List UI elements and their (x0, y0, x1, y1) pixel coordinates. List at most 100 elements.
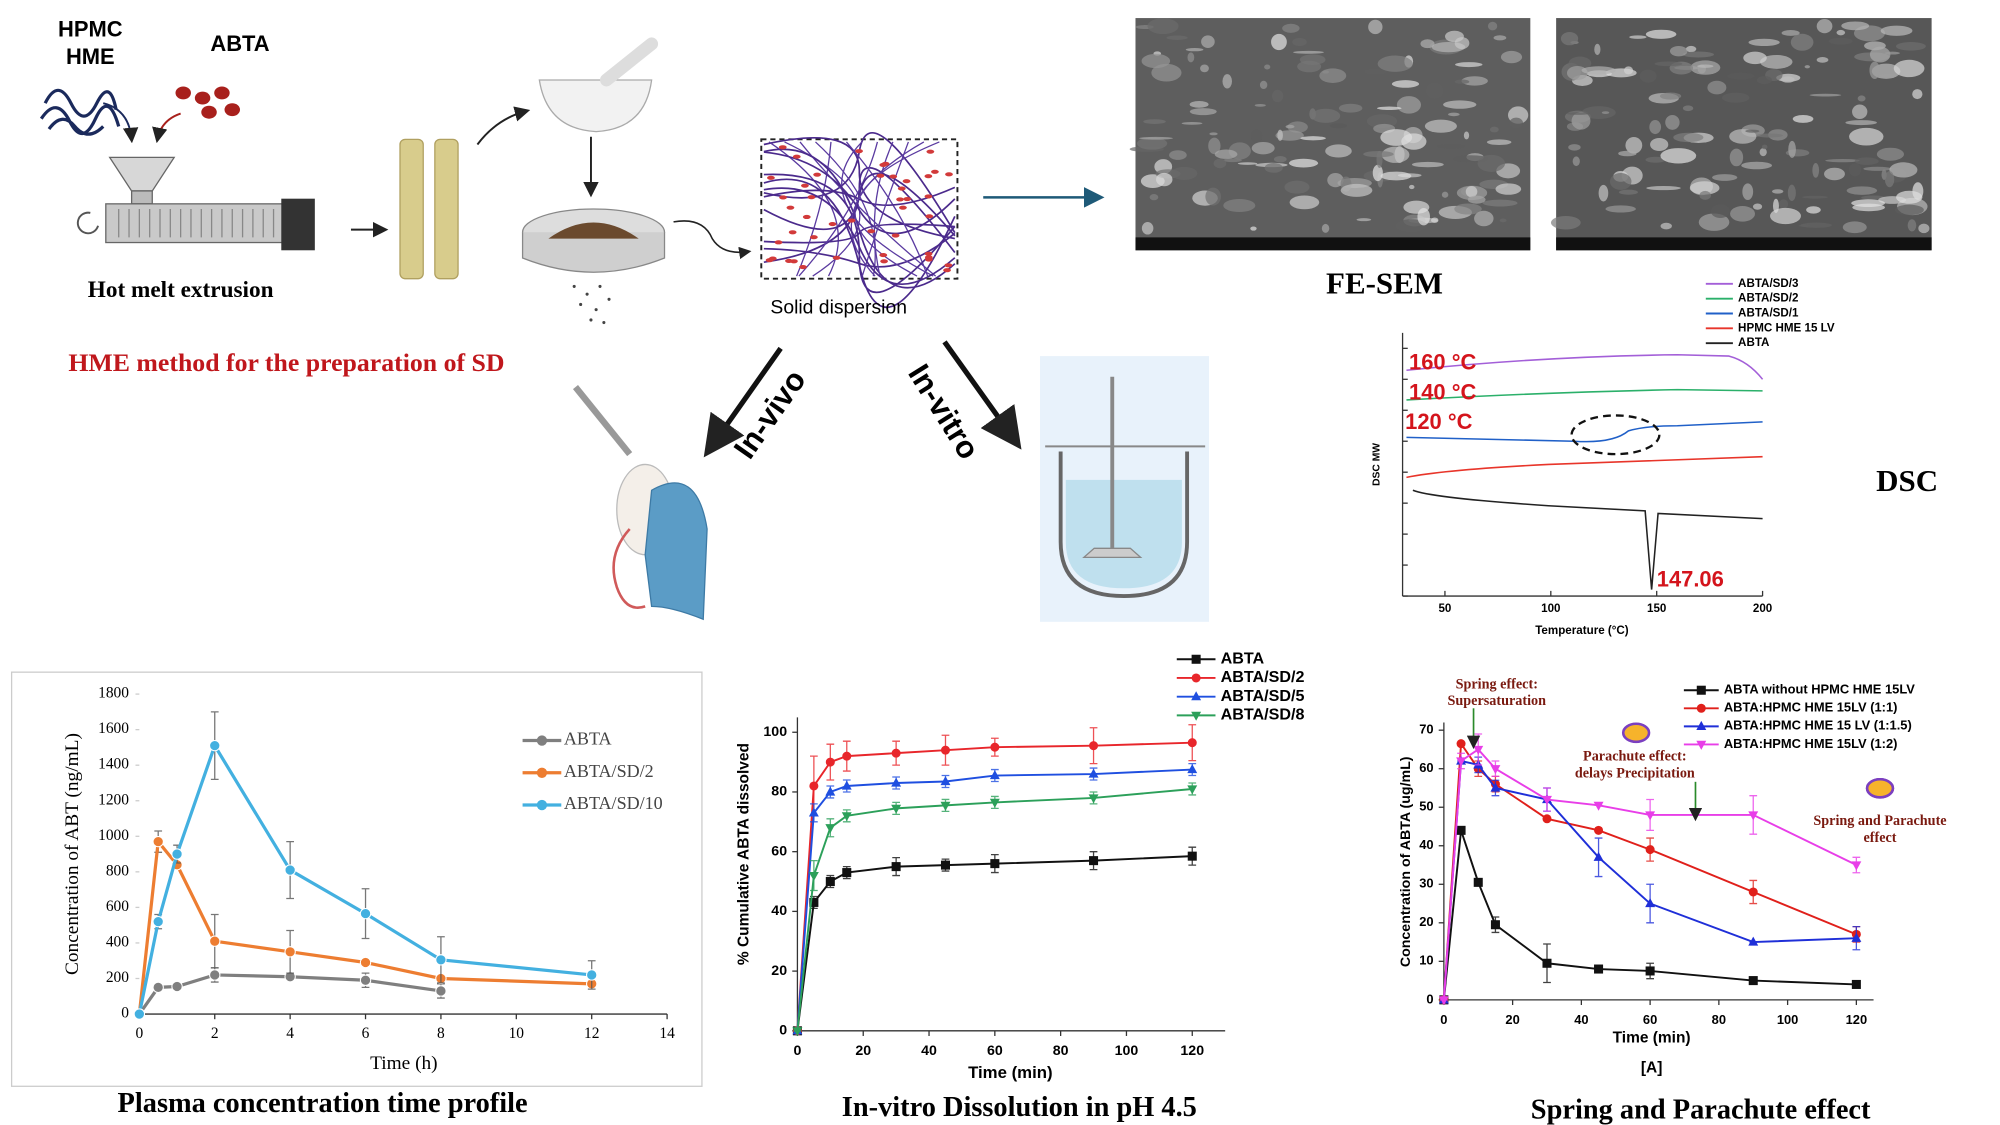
marker (1456, 757, 1467, 767)
y-tick-label: 1800 (98, 685, 129, 702)
sem-feature (1863, 166, 1892, 171)
x-axis-label: Time (min) (1613, 1030, 1691, 1047)
marker (1593, 851, 1604, 861)
sem-feature (1756, 75, 1773, 85)
sem-feature (1869, 46, 1891, 63)
x-tick-label: 80 (1712, 1012, 1726, 1027)
drug-particle (903, 196, 912, 202)
marker (808, 807, 819, 817)
sem-feature (1395, 219, 1427, 233)
sem-feature (1477, 154, 1506, 172)
sem-feature (1846, 186, 1878, 195)
drug-particle (779, 195, 787, 200)
in-vitro-label: In-vitro (901, 358, 986, 465)
sem-feature (1572, 156, 1580, 167)
legend-label: ABTA (1221, 650, 1265, 668)
sem-feature (1189, 100, 1209, 108)
sem-feature (1292, 37, 1307, 47)
mortar (538, 79, 653, 133)
drug-particle (799, 264, 807, 270)
sem-feature (1489, 126, 1499, 133)
marker (1645, 898, 1656, 908)
sem-feature (1802, 195, 1828, 199)
marker (359, 974, 372, 986)
extruder-barrel (105, 203, 288, 244)
sem-feature (1151, 63, 1182, 82)
sem-feature (1454, 203, 1482, 215)
marker (989, 798, 1000, 808)
drug-particle (809, 235, 818, 240)
marker (1191, 691, 1202, 701)
polymer-chain (763, 151, 956, 235)
x-tick-label: 8 (437, 1025, 445, 1042)
drug-particle (785, 258, 793, 263)
sem-feature (1816, 18, 1833, 34)
sem-feature (1790, 33, 1814, 51)
drug-particle (792, 154, 801, 159)
sem-feature (1223, 158, 1242, 163)
sem-feature (1368, 19, 1383, 35)
sem-feature (1271, 89, 1284, 103)
marker (940, 860, 950, 870)
sem-feature (1264, 64, 1271, 70)
drug-particle (896, 197, 904, 202)
marker (284, 946, 296, 958)
marker (1191, 654, 1201, 664)
marker (1645, 966, 1655, 976)
y-tick-label: 80 (771, 784, 787, 800)
sem-feature (1288, 158, 1319, 168)
sem-feature (1755, 133, 1783, 138)
marker (1490, 920, 1500, 930)
marker (808, 871, 819, 881)
chart-frame (10, 671, 703, 1087)
y-tick-label: 0 (121, 1005, 129, 1022)
sem-feature (1568, 144, 1581, 151)
marker (1542, 795, 1552, 805)
sem-feature (1669, 46, 1688, 57)
extrudate (434, 138, 459, 280)
sem-feature (1752, 203, 1763, 210)
sem-feature (1364, 68, 1388, 75)
sem-feature (1809, 93, 1842, 97)
sem-feature (1213, 158, 1227, 169)
sem-feature (1894, 204, 1924, 216)
sem-feature (1277, 129, 1283, 141)
drug-particle (788, 230, 797, 235)
marker (209, 739, 221, 752)
sem-feature (1447, 112, 1460, 117)
sem-feature (1743, 51, 1767, 65)
y-tick-label: 20 (1419, 914, 1433, 929)
legend-label: ABTA (1738, 336, 1770, 349)
sieve (521, 232, 666, 273)
marker (841, 812, 852, 822)
drug-particle (813, 172, 822, 177)
drug-particle (778, 145, 787, 150)
y-axis-label: DSC MW (1371, 443, 1382, 486)
marker (1748, 887, 1758, 897)
y-tick-label: 1600 (98, 720, 129, 737)
sem-feature (1689, 181, 1720, 195)
marker (1645, 811, 1656, 821)
drug-particle (943, 268, 951, 273)
x-tick-label: 0 (135, 1025, 143, 1042)
sem-feature (1376, 106, 1402, 110)
polymer-chain (854, 141, 940, 277)
sem-feature (1437, 144, 1466, 149)
marker (842, 751, 852, 761)
polymer-chain (763, 167, 956, 263)
sem-feature (1605, 205, 1636, 213)
sem-feature (1665, 114, 1680, 130)
sem-feature (1143, 119, 1166, 124)
marker (435, 954, 447, 966)
sem-feature (1804, 65, 1810, 69)
annotation: 160 °C (1409, 350, 1476, 375)
sem-feature (1625, 137, 1643, 154)
process-diagram: HPMC HME ABTA Hot melt extrusion HME met… (39, 17, 1210, 622)
sem-feature (1285, 124, 1295, 129)
x-tick-label: 100 (1541, 602, 1560, 615)
arrow (942, 340, 1022, 450)
legend-label: ABTA/SD/5 (1221, 687, 1305, 705)
marker (825, 877, 835, 887)
sem-feature (1486, 139, 1512, 146)
marker (1594, 825, 1604, 835)
